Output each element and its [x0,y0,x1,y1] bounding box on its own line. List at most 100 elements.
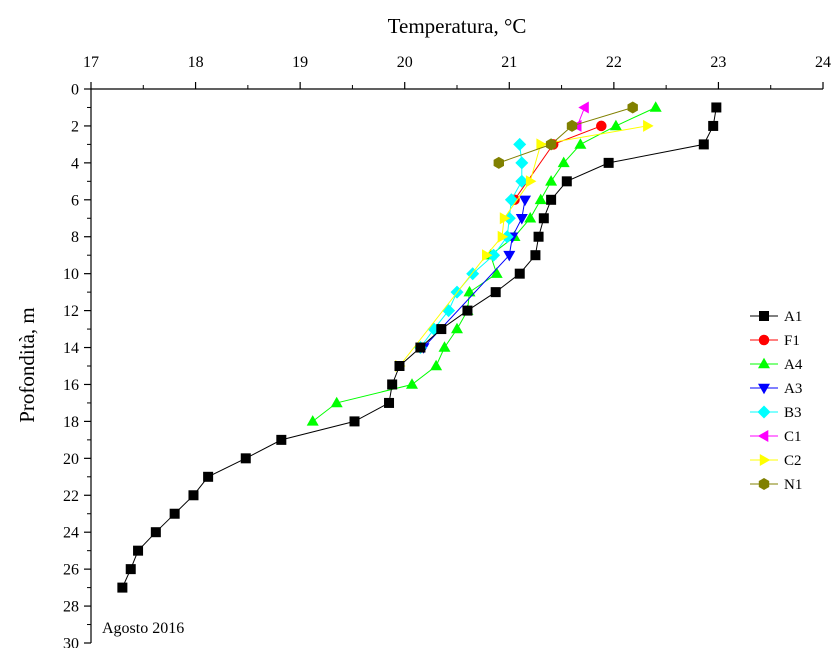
data-point-a1 [349,416,360,427]
legend-item-f1: F1 [750,333,800,349]
data-point-a4 [438,341,451,352]
series-line-n1 [498,107,633,164]
y-tick-label: 26 [63,562,79,579]
series-n1 [493,101,638,169]
chart-annotation: Agosto 2016 [102,620,184,637]
plot-frame [90,88,823,643]
x-axis-title: Temperatura, °C [388,14,527,38]
data-point-a1 [533,231,544,242]
data-point-f1 [596,120,607,132]
legend-label: A4 [784,357,803,373]
legend-item-n1: N1 [750,477,802,493]
legend-marker-a3 [758,383,770,395]
x-tick-label: 23 [710,54,726,71]
data-point-a1 [125,564,136,575]
x-tick-label: 24 [815,54,831,71]
y-tick-label: 8 [71,229,79,246]
data-point-a3 [515,214,528,225]
data-point-a1 [188,490,199,501]
data-point-a1 [150,527,161,538]
y-tick-label: 2 [71,118,79,135]
legend-marker-b3 [757,405,771,419]
data-point-n1 [627,101,638,114]
y-tick-label: 24 [63,525,79,542]
data-point-a3 [519,195,531,207]
legend: A1 F1 A4 A3 B3 C1 C2 N1 [750,309,803,493]
data-point-a1 [276,434,287,445]
series-layer [117,101,722,593]
y-tick-label: 16 [63,377,79,394]
series-line-a4 [312,107,656,422]
data-point-a1 [530,250,541,261]
data-point-b3 [515,174,529,188]
data-point-a4 [406,378,418,389]
data-point-a4 [306,415,319,426]
legend-label: N1 [784,477,802,493]
data-point-c2 [482,249,493,262]
data-point-a4 [330,396,343,408]
data-point-a4 [574,138,587,149]
data-point-b3 [513,137,527,151]
x-tick-label: 17 [83,54,99,71]
legend-marker-f1 [758,334,770,346]
legend-item-a1: A1 [750,309,802,325]
data-point-a4 [649,101,662,112]
legend-label: C2 [784,453,802,469]
data-point-c2 [499,212,511,225]
data-point-a1 [462,305,473,316]
legend-label: A1 [784,309,802,325]
y-tick-label: 30 [63,636,79,648]
data-point-b3 [515,156,529,170]
data-point-a1 [711,102,722,113]
data-point-c1 [578,101,589,114]
series-a1 [117,102,722,593]
data-point-a1 [514,268,525,279]
data-point-a1 [133,545,144,556]
legend-marker-a4 [758,357,770,369]
data-point-a1 [708,120,719,131]
legend-item-a4: A4 [750,357,803,373]
data-point-a4 [430,359,443,371]
data-point-b3 [487,248,501,262]
data-point-a1 [698,139,709,150]
data-point-a4 [557,156,570,168]
data-point-a1 [546,194,557,205]
legend-marker-c1 [757,430,769,442]
data-point-a1 [415,342,426,353]
y-tick-label: 22 [63,488,79,505]
legend-marker-a1 [759,311,769,321]
y-tick-label: 12 [63,303,79,320]
data-point-a1 [490,287,501,298]
y-tick-label: 6 [71,192,79,209]
data-point-a1 [603,157,614,168]
data-point-n1 [545,138,557,151]
data-point-c2 [643,119,654,132]
data-point-n1 [493,156,504,169]
x-tick-label: 22 [606,54,622,71]
x-tick-label: 20 [397,54,413,71]
data-point-a1 [387,379,398,390]
data-point-c2 [497,230,509,243]
data-point-a4 [451,322,463,334]
legend-marker-n1 [758,478,770,490]
data-point-a1 [394,361,405,371]
data-point-a4 [609,119,622,131]
y-tick-label: 18 [63,414,79,431]
data-point-n1 [566,119,578,132]
legend-label: B3 [784,405,802,421]
x-tick-label: 18 [188,54,204,71]
data-point-b3 [504,193,518,207]
data-point-a1 [436,324,447,335]
legend-label: A3 [784,381,802,397]
y-tick-label: 10 [63,266,79,283]
legend-item-a3: A3 [750,381,802,397]
legend-item-b3: B3 [750,405,802,421]
data-point-c2 [525,175,537,188]
y-tick-label: 28 [63,599,79,616]
legend-marker-c2 [759,454,771,466]
data-point-a1 [538,213,549,224]
data-point-a4 [463,285,476,297]
x-tick-label: 19 [292,54,308,71]
